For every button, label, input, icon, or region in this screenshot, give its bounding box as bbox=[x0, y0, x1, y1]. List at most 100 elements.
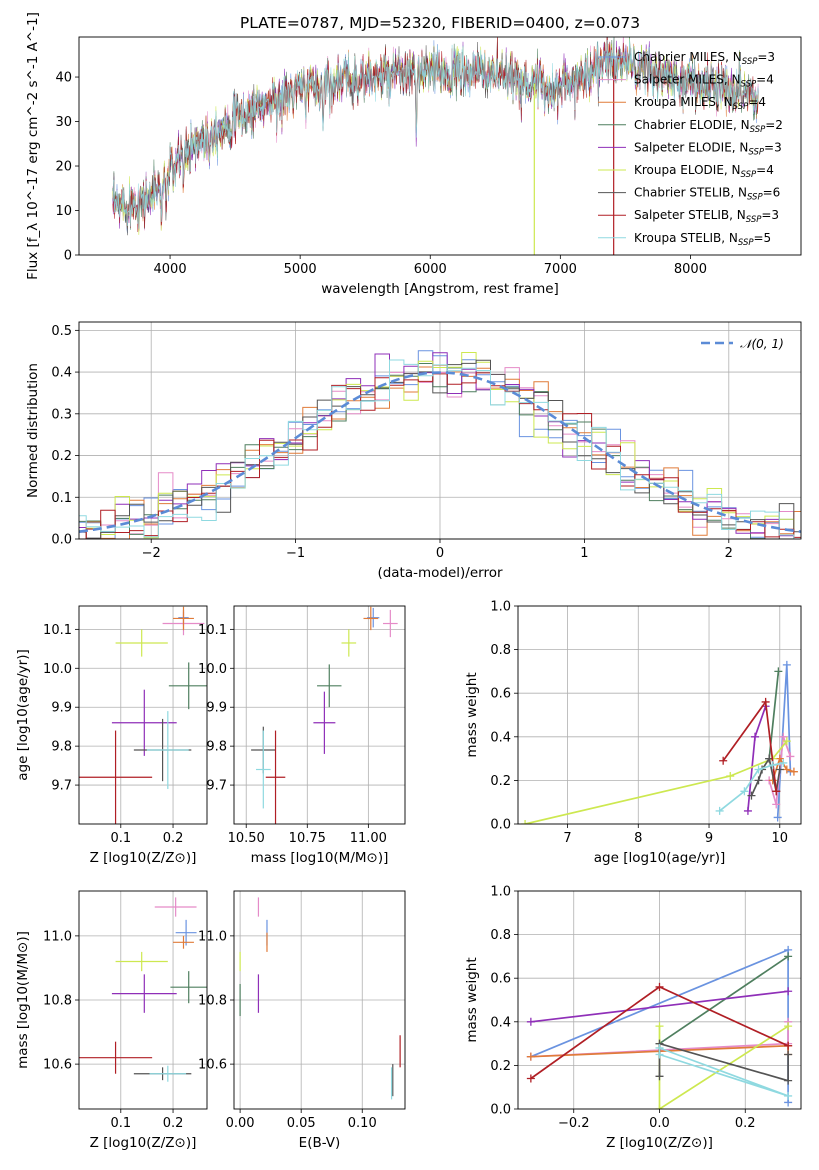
legend-text: Chabrier ELODIE, N bbox=[634, 118, 750, 132]
weight-marker bbox=[784, 1050, 793, 1059]
weight-marker bbox=[655, 1072, 664, 1081]
weight-marker bbox=[768, 761, 777, 770]
legend-text: Salpeter STELIB, N bbox=[634, 208, 746, 222]
weight-marker bbox=[784, 952, 793, 961]
y-axis-label: mass [log10(M/M⊙)] bbox=[15, 931, 31, 1069]
x-axis-label: wavelength [Angstrom, rest frame] bbox=[321, 281, 559, 297]
data-point bbox=[79, 1041, 153, 1074]
weight-marker bbox=[655, 1022, 664, 1031]
data-point bbox=[313, 691, 336, 754]
weight-marker bbox=[526, 1052, 535, 1061]
weight-marker bbox=[761, 697, 770, 706]
y-axis-label: mass weight bbox=[464, 957, 480, 1042]
spectrum-line bbox=[112, 37, 759, 229]
legend-label: Chabrier STELIB, NSSP=6 bbox=[634, 186, 780, 203]
legend-text: =2 bbox=[765, 118, 783, 132]
weight-line bbox=[658, 1042, 789, 1082]
spectrum-frame bbox=[78, 36, 802, 256]
data-point bbox=[111, 689, 177, 756]
legend-subscript: SSP bbox=[746, 215, 762, 225]
weight-marker bbox=[526, 1074, 535, 1083]
mass_vs_Z-axes: 0.1 0.2 10.6 10.8 11.0 Z [log10(Z/Z⊙)] mass [l… bbox=[15, 890, 208, 1151]
weight-marker bbox=[789, 767, 798, 776]
data-point bbox=[149, 1065, 187, 1082]
legend-text: =3 bbox=[761, 208, 779, 222]
y-axis-label: Normed distribution bbox=[25, 363, 41, 498]
y-axis-label: mass weight bbox=[464, 672, 480, 757]
weight-marker bbox=[655, 1105, 664, 1109]
weight-marker bbox=[747, 791, 756, 800]
weight-marker bbox=[715, 806, 724, 815]
weight-line bbox=[659, 1047, 789, 1097]
data-point bbox=[265, 730, 286, 824]
data-point bbox=[154, 897, 197, 917]
massweight_vs_age-plot bbox=[521, 660, 798, 824]
x-tick-label: −2 bbox=[142, 546, 161, 561]
weight-marker bbox=[526, 1017, 535, 1026]
legend-label: Chabrier ELODIE, NSSP=2 bbox=[634, 118, 783, 135]
x-axis-label: Z [log10(Z/Z⊙)] bbox=[606, 1135, 713, 1151]
data-point bbox=[115, 629, 168, 657]
weight-marker bbox=[754, 765, 763, 774]
y-tick-label: 9.9 bbox=[206, 701, 227, 716]
y-tick-label: 0.4 bbox=[490, 1015, 511, 1030]
legend-subscript: SSP bbox=[733, 102, 749, 112]
legend-subscript: SSP bbox=[741, 80, 757, 90]
legend-label: Salpeter MILES, NSSP=4 bbox=[634, 73, 774, 90]
x-tick-label: 7 bbox=[563, 831, 571, 846]
legend-subscript: SSP bbox=[750, 125, 766, 135]
weight-marker bbox=[779, 758, 788, 767]
x-tick-label: 0.2 bbox=[163, 831, 184, 846]
legend-text: =3 bbox=[764, 140, 782, 154]
weight-marker bbox=[784, 1022, 793, 1031]
x-tick-label: 11.00 bbox=[350, 831, 387, 846]
age_vs_mass-plot bbox=[251, 606, 398, 824]
x-tick-label: 0.1 bbox=[110, 1116, 131, 1131]
data-point bbox=[146, 711, 189, 789]
y-tick-label: 10.0 bbox=[43, 662, 72, 677]
y-tick-label: 10.1 bbox=[43, 623, 72, 638]
data-point bbox=[363, 606, 379, 631]
y-tick-label: 0.2 bbox=[51, 449, 72, 464]
weight-marker bbox=[726, 772, 735, 781]
weight-marker bbox=[772, 787, 781, 796]
x-tick-label: 10.75 bbox=[289, 831, 326, 846]
x-tick-label: 8 bbox=[634, 831, 642, 846]
residual-legend: 𝒩(0, 1) bbox=[701, 337, 784, 351]
y-tick-label: 0.0 bbox=[490, 818, 511, 833]
weight-marker bbox=[754, 776, 763, 785]
residuals-axes: −2 −1 0 1 2 0.0 0.1 0.2 0.3 0.4 0.5 (data-model)/er… bbox=[25, 321, 802, 581]
weight-marker bbox=[772, 800, 781, 809]
normal-curve bbox=[79, 371, 801, 533]
y-tick-label: 1.0 bbox=[490, 600, 511, 615]
y-tick-label: 10.6 bbox=[198, 1058, 227, 1073]
y-tick-label: 0.6 bbox=[490, 687, 511, 702]
y-tick-label: 10.8 bbox=[198, 994, 227, 1009]
y-tick-label: 0.2 bbox=[490, 774, 511, 789]
legend-text: =4 bbox=[748, 95, 766, 109]
weight-marker bbox=[786, 752, 795, 761]
x-axis-label: E(B-V) bbox=[299, 1135, 341, 1151]
legend-text: Kroupa ELODIE, N bbox=[634, 163, 741, 177]
weight-line bbox=[722, 699, 778, 792]
data-point bbox=[175, 919, 197, 946]
y-tick-label: 0.0 bbox=[51, 533, 72, 548]
massweight_vs_age-axes: 7 8 9 10 0.0 0.2 0.4 0.6 0.8 1.0 age [log10(age/yr… bbox=[464, 600, 802, 866]
legend-text: Chabrier MILES, N bbox=[634, 50, 742, 64]
weight-line bbox=[524, 740, 788, 824]
data-point bbox=[111, 974, 177, 1013]
x-axis-label: Z [log10(Z/Z⊙)] bbox=[90, 850, 197, 866]
weight-marker bbox=[784, 1091, 793, 1100]
y-tick-label: 9.7 bbox=[206, 779, 227, 794]
x-tick-label: 0.0 bbox=[649, 1116, 670, 1131]
legend-text: =6 bbox=[763, 186, 781, 200]
residuals-frame bbox=[78, 321, 802, 540]
weight-marker bbox=[743, 806, 752, 815]
age_vs_mass-axes: 10.50 10.75 11.00 9.7 9.8 9.9 10.0 10.1 mass [lo… bbox=[198, 605, 406, 866]
x-tick-label: 5000 bbox=[284, 262, 317, 277]
spectrum-axes: 4000 5000 6000 7000 8000 0 10 20 30 40 wavelength … bbox=[25, 12, 802, 297]
weight-marker bbox=[655, 982, 664, 991]
legend-subscript: SSP bbox=[741, 170, 757, 180]
y-tick-label: 0.4 bbox=[490, 730, 511, 745]
